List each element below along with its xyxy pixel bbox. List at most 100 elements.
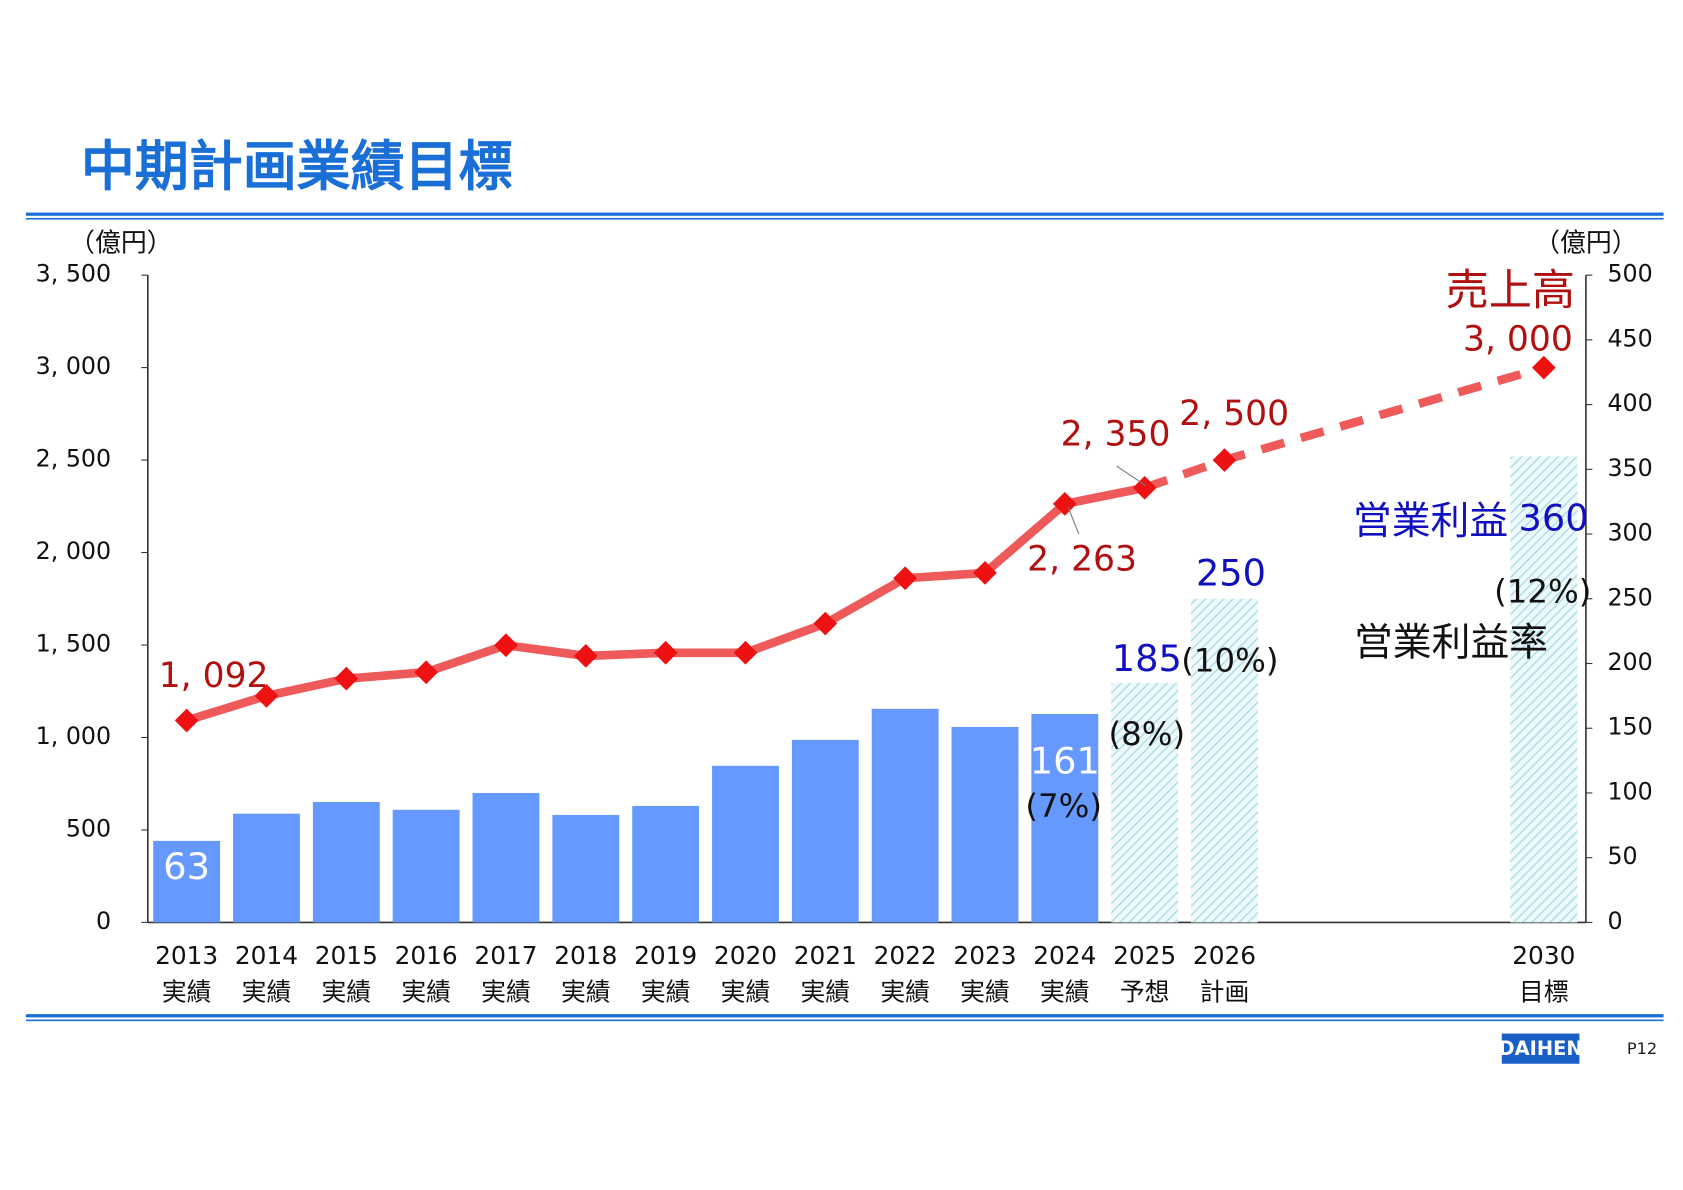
x-tick-label: 2019 [634, 941, 697, 970]
x-tick-sublabel: 実績 [322, 978, 372, 1007]
bar [1510, 456, 1578, 923]
x-tick-label: 2020 [714, 941, 777, 970]
y2-tick-label: 100 [1607, 777, 1652, 805]
y2-tick-label: 200 [1607, 648, 1652, 676]
margin-label: (7%) [1025, 787, 1102, 825]
x-tick-sublabel: 実績 [1040, 978, 1090, 1007]
series-name: 売上高 [1446, 266, 1575, 316]
page-title: 中期計画業績目標 [81, 135, 513, 198]
bar [871, 708, 939, 923]
bar [951, 726, 1019, 923]
x-tick-label: 2016 [395, 941, 458, 970]
x-tick-label: 2022 [874, 941, 937, 970]
leader [1116, 465, 1147, 486]
line-value-label: 1, 092 [159, 656, 269, 696]
x-tick-sublabel: 実績 [401, 978, 451, 1007]
bar [153, 840, 221, 923]
x-tick-sublabel: 実績 [561, 978, 611, 1007]
line-value-label: 2, 263 [1027, 540, 1137, 580]
bar [552, 814, 620, 923]
x-tick-label: 2025 [1113, 941, 1176, 970]
bar [632, 805, 700, 923]
bar [1111, 682, 1179, 923]
y2-tick-label: 50 [1607, 842, 1637, 870]
bar [233, 813, 300, 923]
marker [1531, 355, 1556, 380]
rule [25, 217, 1664, 220]
x-tick-label: 2018 [554, 941, 617, 970]
plot: 0 500 1, 000 1, 500 2, 000 2, 500 3, 000 3, 500… [36, 260, 1653, 1007]
marker [1212, 448, 1237, 472]
line-actual [185, 483, 1146, 725]
bar [1031, 713, 1099, 923]
y-tick-label: 1, 500 [36, 630, 111, 658]
x-tick-label: 2024 [1033, 941, 1096, 970]
y-tick-label: 3, 500 [36, 260, 111, 288]
x-tick-sublabel: 計画 [1200, 978, 1250, 1007]
y-tick-label: 3, 000 [36, 352, 111, 380]
margin-label: (8%) [1109, 715, 1186, 753]
bar [472, 792, 540, 923]
y2-tick-label: 400 [1607, 389, 1652, 417]
x-tick-label: 2013 [155, 941, 218, 970]
marker [414, 660, 439, 685]
rule [25, 1019, 1664, 1022]
y2-tick-label: 300 [1607, 519, 1652, 547]
y2-tick-label: 250 [1607, 583, 1652, 611]
x-tick-label: 2017 [474, 941, 537, 970]
margin-label: (12%) [1494, 572, 1591, 610]
x-tick-sublabel: 実績 [960, 978, 1010, 1007]
y-tick-label: 2, 500 [36, 445, 111, 473]
bar-value-label: 250 [1196, 552, 1266, 595]
y2-tick-label: 150 [1607, 713, 1652, 741]
y2-tick-label: 350 [1607, 454, 1652, 482]
line-value-label: 2, 350 [1061, 414, 1171, 454]
marker [573, 644, 598, 668]
margin-label: (10%) [1181, 641, 1278, 679]
x-tick-sublabel: 実績 [641, 978, 691, 1007]
y-tick-label: 500 [66, 814, 111, 842]
y2-tick-label: 0 [1607, 907, 1622, 935]
bar-value-label: 63 [163, 845, 210, 888]
rule [25, 1014, 1664, 1018]
page-number: P12 [1627, 1039, 1657, 1058]
marker [893, 566, 918, 591]
x-tick-sublabel: 実績 [481, 978, 531, 1007]
bar-value-label: 360 [1519, 497, 1589, 540]
x-tick-label: 2015 [315, 941, 378, 970]
y-tick-label: 2, 000 [36, 537, 111, 565]
marker [733, 640, 758, 665]
bar [712, 765, 779, 923]
marker [1132, 475, 1157, 500]
y-tick-label: 1, 000 [36, 722, 111, 750]
bar [312, 802, 380, 923]
x-tick-label: 2023 [953, 941, 1016, 970]
logo-box [1501, 1033, 1580, 1064]
x-tick-sublabel: 実績 [162, 978, 212, 1007]
bar [1191, 598, 1258, 923]
bar-value-label: 185 [1112, 637, 1182, 680]
y2-unit: （億円） [1534, 228, 1638, 258]
x-tick-sublabel: 目標 [1519, 978, 1569, 1007]
marker [494, 633, 518, 658]
line-value-label: 3, 000 [1463, 319, 1573, 359]
bar [791, 739, 859, 923]
bar [392, 809, 460, 923]
leader [1067, 506, 1080, 535]
x-tick-sublabel: 実績 [721, 978, 771, 1007]
marker [813, 611, 838, 636]
line-value-label: 2, 500 [1179, 394, 1289, 434]
x-tick-label: 2026 [1193, 941, 1256, 970]
x-tick-label: 2021 [794, 941, 857, 970]
x-tick-sublabel: 実績 [242, 978, 292, 1007]
x-tick-sublabel: 実績 [880, 978, 930, 1007]
logo: DAIHEN [1499, 1037, 1583, 1060]
marker [254, 684, 279, 708]
marker [174, 708, 199, 733]
y2-tick-label: 500 [1607, 260, 1652, 288]
x-tick-sublabel: 予想 [1120, 978, 1170, 1007]
series-name: 営業利益率 [1354, 621, 1548, 666]
x-tick-label: 2014 [235, 941, 298, 970]
y2-tick-label: 450 [1607, 324, 1652, 352]
